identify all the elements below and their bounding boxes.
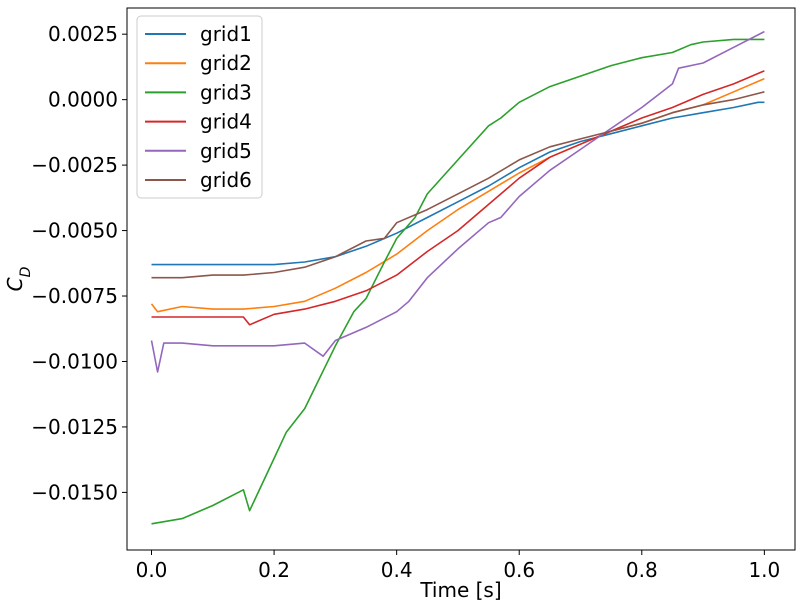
legend: grid1 grid2 grid3 grid4 grid5 grid6 [136,15,263,199]
legend-label-grid6: grid6 [200,168,252,192]
y-tick-label: −0.0150 [31,480,118,504]
x-tick-label: 0.6 [503,558,535,582]
y-axis-label-base: C [3,277,27,291]
y-axis: 0.0025 0.0000 −0.0025 −0.0050 −0.0075 −0.0100… [31,22,127,504]
series-line-grid3 [151,38,765,525]
y-tick-label: 0.0000 [48,88,118,112]
y-tick-label: −0.0025 [31,153,118,177]
series-line-grid4 [151,70,765,326]
legend-frame [136,15,263,199]
y-tick-label: −0.0050 [31,219,118,243]
series-line-grid6 [151,91,765,279]
legend-label-grid4: grid4 [200,110,252,134]
y-tick-label: −0.0125 [31,415,118,439]
x-tick-label: 0.2 [258,558,290,582]
series-line-grid5 [150,30,765,373]
legend-label-grid3: grid3 [200,80,252,104]
series-layer [150,30,765,525]
x-tick-label: 0.4 [381,558,413,582]
x-tick-label: 1.0 [748,558,780,582]
series-line-grid1 [151,101,765,266]
x-tick-label: 0.0 [136,558,168,582]
axes-border [126,7,796,551]
y-axis-label-subscript: D [18,266,34,277]
legend-label-grid5: grid5 [200,139,252,163]
y-tick-label: −0.0075 [31,284,118,308]
x-tick-label: 0.8 [626,558,658,582]
legend-label-grid1: grid1 [200,22,252,46]
x-axis: 0.0 0.2 0.4 0.6 0.8 1.0 [136,550,780,582]
x-axis-label: Time [s] [419,578,501,602]
legend-label-grid2: grid2 [200,51,252,75]
y-axis-label: CD [3,266,34,291]
y-tick-label: 0.0025 [48,22,118,46]
y-tick-label: −0.0100 [31,349,118,373]
